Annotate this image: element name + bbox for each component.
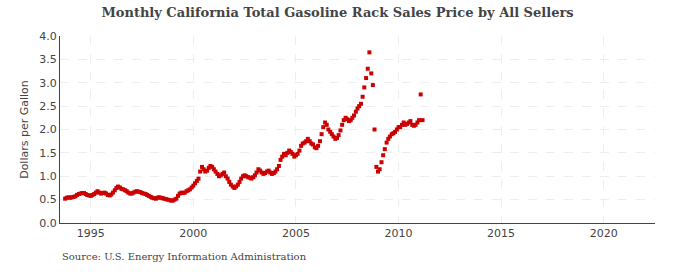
svg-text:Source: U.S. Energy Informatio: Source: U.S. Energy Information Administ… [62,251,307,262]
svg-text:1.0: 1.0 [39,170,57,183]
svg-text:2.0: 2.0 [39,123,57,136]
svg-text:3.5: 3.5 [39,53,57,66]
svg-text:0.5: 0.5 [39,193,57,206]
svg-text:1995: 1995 [77,227,105,240]
svg-text:2005: 2005 [282,227,310,240]
svg-text:2010: 2010 [385,227,413,240]
svg-text:4.0: 4.0 [39,30,57,43]
svg-text:2020: 2020 [590,227,618,240]
svg-text:2015: 2015 [487,227,515,240]
svg-text:2.5: 2.5 [39,100,57,113]
svg-text:2000: 2000 [179,227,207,240]
svg-text:0.0: 0.0 [39,217,57,230]
svg-text:1.5: 1.5 [39,147,57,160]
svg-text:Monthly California Total Gasol: Monthly California Total Gasoline Rack S… [101,5,573,20]
svg-text:Dollars per Gallon: Dollars per Gallon [18,80,31,179]
svg-text:3.0: 3.0 [39,77,57,90]
